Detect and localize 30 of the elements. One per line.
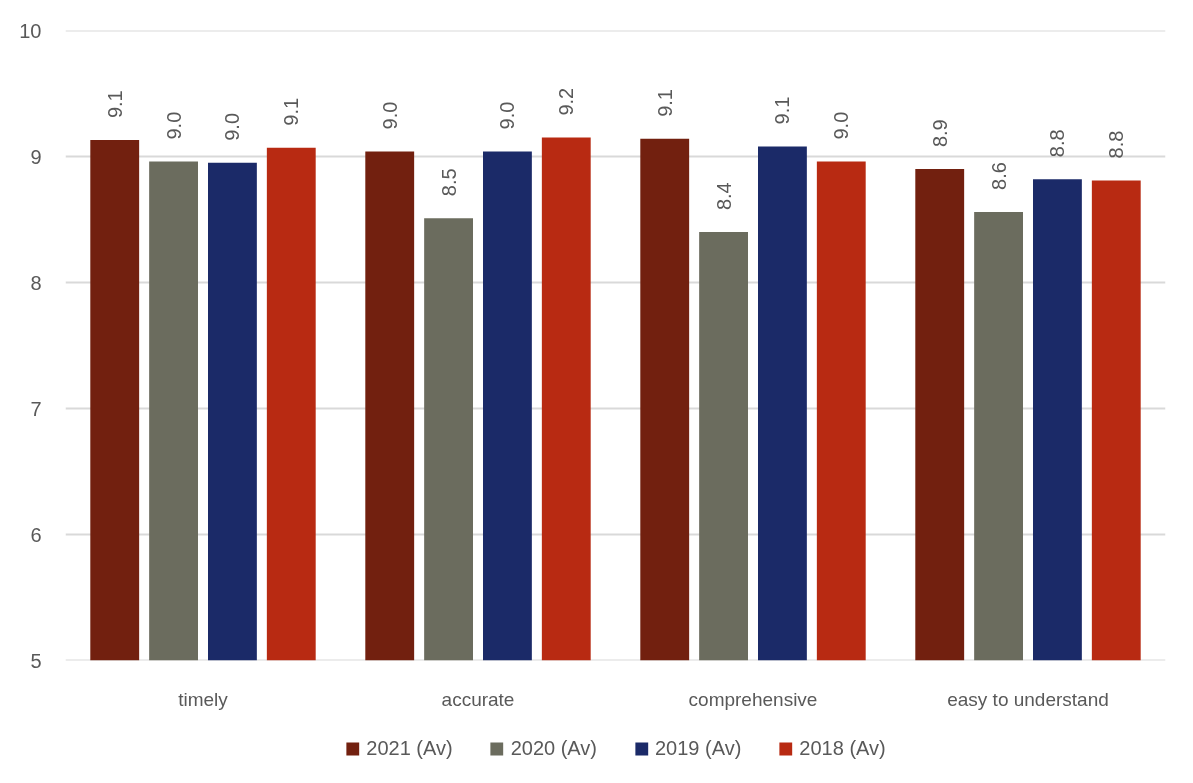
y-tick-label: 7 [30, 397, 42, 420]
data-label: 9.1 [280, 97, 303, 126]
data-label: 8.8 [1105, 130, 1128, 159]
legend-label: 2021 (Av) [366, 736, 453, 760]
data-label: 9.0 [378, 101, 401, 130]
x-tick-label: accurate [441, 688, 515, 710]
data-label: 9.1 [771, 96, 794, 125]
data-label: 9.0 [496, 101, 519, 130]
data-label: 9.1 [103, 90, 126, 119]
y-tick-label: 5 [30, 649, 42, 672]
y-tick-label: 10 [19, 19, 42, 42]
data-label: 9.0 [162, 111, 185, 140]
data-label: 8.8 [1046, 129, 1069, 158]
data-label: 9.0 [221, 112, 244, 141]
legend-label: 2019 (Av) [655, 736, 742, 760]
legend-label: 2020 (Av) [510, 736, 597, 760]
data-label: 8.5 [437, 168, 460, 197]
x-tick-label: timely [178, 688, 229, 710]
y-tick-label: 6 [30, 523, 42, 546]
x-tick-label: comprehensive [688, 688, 818, 710]
x-tick-label: easy to understand [947, 688, 1109, 710]
legend-label: 2018 (Av) [799, 736, 886, 760]
data-label: 8.9 [928, 119, 951, 148]
data-label: 9.2 [555, 87, 578, 116]
data-label: 9.0 [830, 111, 853, 140]
y-tick-label: 8 [30, 271, 42, 294]
data-label: 8.4 [712, 182, 735, 211]
data-label: 9.1 [653, 89, 676, 117]
y-tick-label: 9 [30, 145, 42, 168]
data-label: 8.6 [987, 162, 1010, 190]
